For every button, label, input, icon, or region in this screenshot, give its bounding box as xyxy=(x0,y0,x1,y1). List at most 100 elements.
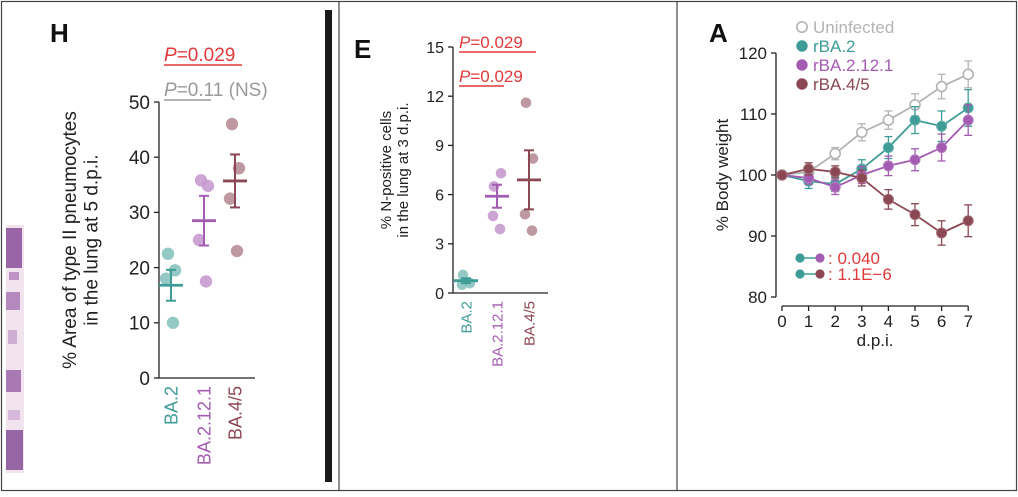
data-point xyxy=(882,142,894,154)
category-label: BA.2.12.1 xyxy=(194,386,214,465)
data-point xyxy=(223,192,237,205)
data-point xyxy=(201,179,215,193)
p-value: =0.029 xyxy=(470,67,522,86)
x-tick-label: 3 xyxy=(857,312,866,331)
panel-letter: E xyxy=(354,34,371,64)
data-point xyxy=(829,147,842,160)
y-axis-label: % Area of type II pneumocytesin the lung… xyxy=(60,111,102,369)
category-label: BA.2 xyxy=(458,301,475,334)
panel-letter: A xyxy=(709,18,728,48)
y-tick-label: 9 xyxy=(435,138,444,155)
data-point xyxy=(527,153,539,164)
y-tick-label: 3 xyxy=(435,237,444,254)
series-3: BA.4/5 xyxy=(223,117,247,440)
x-tick-label: 2 xyxy=(830,312,839,331)
y-tick-label: 40 xyxy=(129,148,150,169)
category-label: BA.2 xyxy=(161,386,181,425)
x-axis-label: d.p.i. xyxy=(857,331,894,350)
data-point xyxy=(882,193,894,205)
data-point xyxy=(487,210,499,222)
p-legend-marker-right xyxy=(815,253,825,263)
panel-h: H 0 10 20 30 40 50 % Area of type II pneumocyte… xyxy=(50,18,268,465)
category-label: BA.4/5 xyxy=(225,386,245,440)
y-tick-label: 50 xyxy=(129,93,150,114)
p-symbol: P xyxy=(164,80,177,101)
p-value: =0.029 xyxy=(470,33,522,52)
p-legend-marker-right xyxy=(815,269,825,279)
p-value-label: P=0.029 xyxy=(164,45,235,66)
y-tick-label: 20 xyxy=(129,258,150,279)
data-point xyxy=(494,223,506,235)
y-tick-label: 15 xyxy=(426,40,444,57)
data-point xyxy=(456,279,468,291)
data-point xyxy=(962,68,975,81)
legend-marker xyxy=(795,20,808,33)
y-tick-label: 100 xyxy=(739,166,767,185)
x-tick-label: 1 xyxy=(804,312,813,331)
y-tick-label: 0 xyxy=(139,369,150,390)
data-point xyxy=(855,126,868,139)
x-tick-label: 4 xyxy=(884,312,893,331)
y-tick-label: 12 xyxy=(426,89,444,106)
x-tick-label: 5 xyxy=(910,312,919,331)
data-point xyxy=(495,167,507,179)
data-point xyxy=(962,215,974,227)
data-point xyxy=(159,272,173,285)
series-1: BA.2 xyxy=(159,247,183,425)
data-point xyxy=(225,117,239,131)
data-point xyxy=(161,247,175,260)
data-point xyxy=(520,97,532,109)
p-value-label: P=0.11 (NS) xyxy=(164,80,268,101)
y-tick-label: 110 xyxy=(740,105,767,124)
y-tick-label: 90 xyxy=(748,227,767,246)
series-2: BA.2.12.1 xyxy=(192,174,216,465)
data-point xyxy=(166,316,180,329)
data-point xyxy=(776,169,788,181)
y-axis-label-line: in the lung at 5 d.p.i. xyxy=(81,154,102,325)
histology-strip xyxy=(6,225,24,473)
p-value: =0.029 xyxy=(177,45,236,66)
data-point xyxy=(936,227,948,239)
panel-a: A 80 90 100 110 120 0 1 2 3 4 5 6 7 d.p.i. % Body weigh… xyxy=(709,18,975,350)
data-point xyxy=(803,163,815,175)
data-point xyxy=(526,225,538,236)
data-point xyxy=(936,142,948,154)
legend-marker xyxy=(796,59,808,71)
y-tick-label: 30 xyxy=(129,203,150,224)
y-axis-label: % N-positive cellsin the lung at 3 d.p.i… xyxy=(378,102,412,237)
x-tick-label: 6 xyxy=(937,312,946,331)
y-tick-label: 0 xyxy=(435,286,444,303)
data-point xyxy=(882,114,895,126)
y-tick-label: 80 xyxy=(748,288,767,307)
legend-label: rBA.4/5 xyxy=(813,75,870,94)
p-value-label: P=0.029 xyxy=(459,33,523,52)
legend-label: Uninfected xyxy=(813,18,894,37)
p-legend-marker-left xyxy=(795,269,805,279)
legend-marker xyxy=(796,78,808,90)
p-value-label: : 0.040 xyxy=(828,249,880,268)
p-value-label: P=0.029 xyxy=(459,67,523,86)
series-3: BA.4/5 xyxy=(517,97,541,346)
p-symbol: P xyxy=(459,67,471,86)
category-label: BA.2.12.1 xyxy=(489,301,506,367)
category-label: BA.4/5 xyxy=(521,301,538,346)
data-point xyxy=(199,275,213,288)
data-point xyxy=(909,114,921,126)
p-symbol: P xyxy=(459,33,471,52)
legend-label: rBA.2.12.1 xyxy=(813,56,893,75)
series-3 xyxy=(776,104,974,196)
y-axis-label: % Body weight xyxy=(713,118,732,231)
series-4 xyxy=(776,162,974,246)
data-point xyxy=(192,233,206,247)
data-point xyxy=(936,120,948,132)
p-value-label: : 1.1E−6 xyxy=(828,265,892,284)
data-point xyxy=(856,172,868,184)
y-tick-label: 10 xyxy=(129,314,150,335)
data-point xyxy=(882,160,894,172)
legend-marker xyxy=(796,40,808,52)
y-tick-label: 120 xyxy=(739,44,767,63)
